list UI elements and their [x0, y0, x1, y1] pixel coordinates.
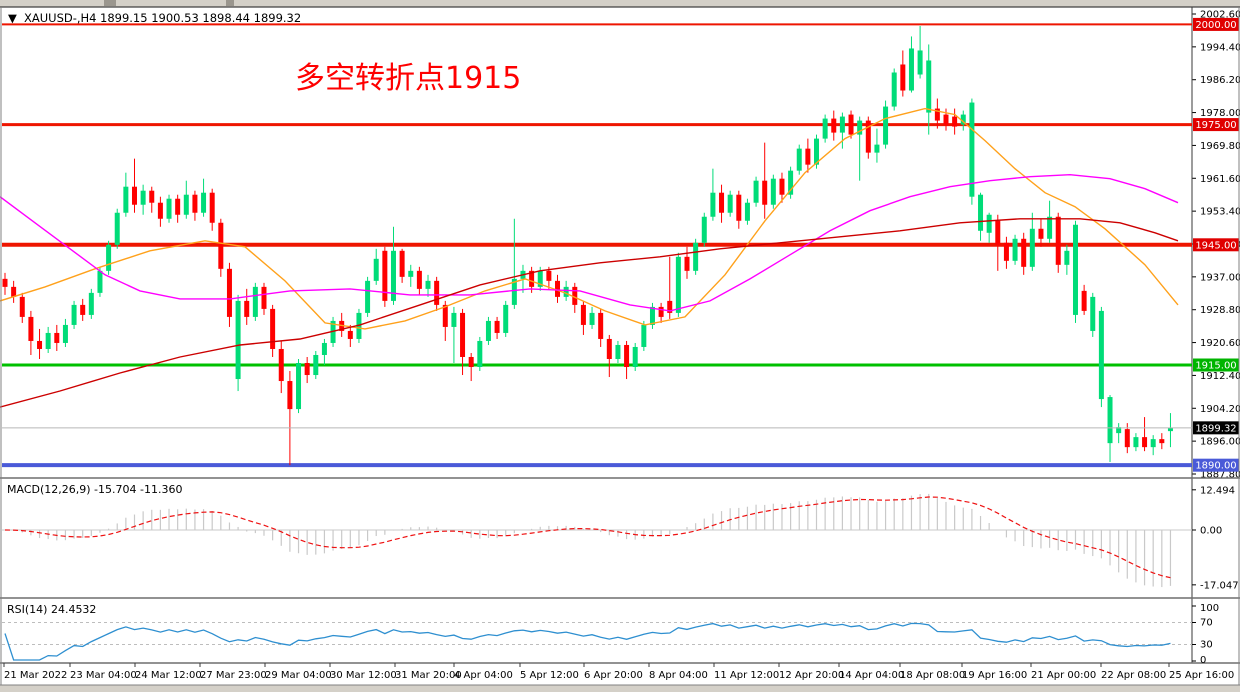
svg-text:1890.00: 1890.00	[1195, 461, 1236, 472]
rsi-indicator-label: RSI(14) 24.4532	[7, 603, 96, 616]
svg-text:30 Mar 12:00: 30 Mar 12:00	[330, 670, 397, 681]
svg-text:1899.32: 1899.32	[1195, 423, 1236, 434]
svg-text:1920.60: 1920.60	[1200, 338, 1240, 349]
macd-indicator-label: MACD(12,26,9) -15.704 -11.360	[7, 483, 182, 496]
svg-text:70: 70	[1200, 618, 1213, 629]
svg-text:1986.20: 1986.20	[1200, 75, 1240, 86]
svg-text:14 Apr 04:00: 14 Apr 04:00	[839, 670, 904, 681]
svg-text:0: 0	[1200, 655, 1206, 666]
svg-text:4 Apr 04:00: 4 Apr 04:00	[454, 670, 513, 681]
svg-text:1896.00: 1896.00	[1200, 437, 1240, 448]
svg-text:1915.00: 1915.00	[1195, 361, 1236, 372]
svg-text:12 Apr 20:00: 12 Apr 20:00	[779, 670, 844, 681]
svg-text:29 Mar 04:00: 29 Mar 04:00	[265, 670, 332, 681]
ohlc-quote-line: 1899.15 1900.53 1898.44 1899.32	[100, 11, 301, 25]
svg-text:18 Apr 08:00: 18 Apr 08:00	[900, 670, 965, 681]
svg-text:1978.00: 1978.00	[1200, 108, 1240, 119]
ma-fast-orange	[0, 107, 1179, 330]
svg-text:1945.00: 1945.00	[1195, 240, 1236, 251]
svg-text:1953.40: 1953.40	[1200, 207, 1240, 218]
svg-text:1912.40: 1912.40	[1200, 371, 1240, 382]
svg-text:8 Apr 04:00: 8 Apr 04:00	[649, 670, 708, 681]
svg-text:19 Apr 16:00: 19 Apr 16:00	[962, 670, 1027, 681]
svg-text:11 Apr 12:00: 11 Apr 12:00	[714, 670, 779, 681]
svg-text:1969.80: 1969.80	[1200, 141, 1240, 152]
svg-text:1975.00: 1975.00	[1195, 120, 1236, 131]
svg-text:12.494: 12.494	[1200, 485, 1235, 496]
svg-text:27 Mar 23:00: 27 Mar 23:00	[200, 670, 267, 681]
svg-text:21 Mar 2022: 21 Mar 2022	[4, 670, 67, 681]
window-bottom-strip	[0, 685, 1240, 692]
moving-average-lines	[0, 107, 1179, 408]
svg-text:31 Mar 20:00: 31 Mar 20:00	[395, 670, 462, 681]
svg-text:1961.60: 1961.60	[1200, 174, 1240, 185]
macd-pane[interactable]: 12.494 0.00 -17.047	[2, 485, 1239, 591]
svg-text:1937.00: 1937.00	[1200, 272, 1240, 283]
svg-text:1994.40: 1994.40	[1200, 42, 1240, 53]
svg-text:-17.047: -17.047	[1200, 580, 1239, 591]
price-badges: 2000.00 1975.00 1945.00 1915.00 1890.00 1899.…	[1193, 17, 1239, 472]
svg-text:6 Apr 20:00: 6 Apr 20:00	[584, 670, 643, 681]
chart-annotation-text: 多空转折点1915	[295, 61, 521, 96]
svg-text:23 Mar 04:00: 23 Mar 04:00	[70, 670, 137, 681]
svg-text:100: 100	[1200, 603, 1219, 614]
svg-text:25 Apr 16:00: 25 Apr 16:00	[1169, 670, 1234, 681]
rsi-pane[interactable]: 100 70 30 0	[2, 603, 1219, 666]
toolbar-notch	[104, 0, 116, 6]
svg-text:22 Apr 08:00: 22 Apr 08:00	[1101, 670, 1166, 681]
candlestick-series	[2, 26, 1173, 466]
ma-mid-magenta	[0, 173, 1179, 312]
svg-text:2000.00: 2000.00	[1195, 20, 1236, 31]
svg-text:21 Apr 00:00: 21 Apr 00:00	[1031, 670, 1096, 681]
svg-text:0.00: 0.00	[1200, 526, 1222, 537]
toolbar-notch	[226, 0, 234, 6]
svg-text:24 Mar 12:00: 24 Mar 12:00	[135, 670, 202, 681]
svg-text:1928.80: 1928.80	[1200, 305, 1240, 316]
symbol-timeframe-label: XAUUSD-,H4	[24, 11, 97, 25]
price-axis-ticks[interactable]: 2002.60 1994.40 1986.20 1978.00 1969.80 1961.…	[0, 7, 1240, 664]
svg-text:1887.80: 1887.80	[1200, 469, 1240, 480]
svg-text:1904.20: 1904.20	[1200, 404, 1240, 415]
svg-text:30: 30	[1200, 640, 1213, 651]
symbol-dropdown-arrow[interactable]: ▼	[8, 11, 17, 25]
svg-text:2002.60: 2002.60	[1200, 10, 1240, 21]
ma-slow-darkred	[0, 218, 1179, 408]
svg-text:5 Apr 12:00: 5 Apr 12:00	[520, 670, 579, 681]
toolbar-strip	[0, 0, 1240, 7]
level-lines[interactable]	[2, 23, 1192, 468]
